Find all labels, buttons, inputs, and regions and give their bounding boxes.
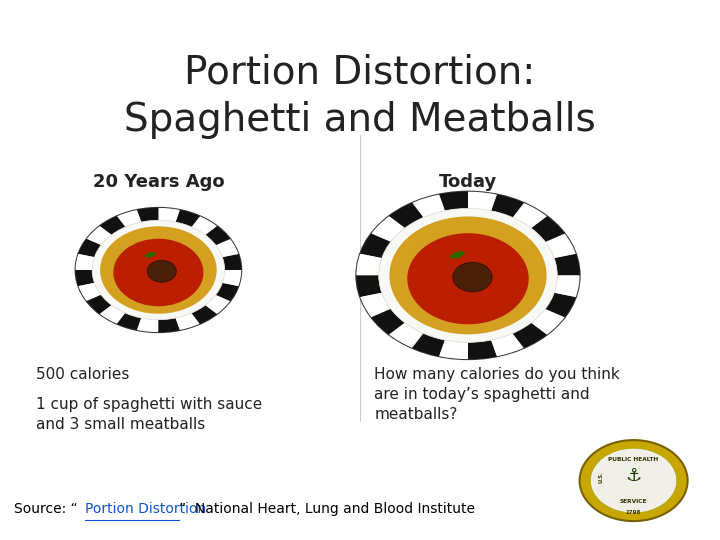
Circle shape [113,239,204,306]
Text: PUBLIC HEALTH: PUBLIC HEALTH [608,457,659,462]
Circle shape [356,192,580,359]
Wedge shape [360,293,391,317]
Wedge shape [117,210,141,227]
Wedge shape [176,210,200,227]
Circle shape [580,440,688,521]
Circle shape [453,262,492,292]
Wedge shape [86,226,112,245]
Wedge shape [216,283,238,301]
Circle shape [100,226,217,314]
Ellipse shape [450,251,465,259]
Text: Portion Distortion: Portion Distortion [85,502,206,516]
Wedge shape [531,216,564,242]
Wedge shape [117,313,141,330]
Wedge shape [78,283,101,301]
Text: 1 cup of spaghetti with sauce
and 3 small meatballs: 1 cup of spaghetti with sauce and 3 smal… [36,397,262,431]
Text: ”  National Heart, Lung and Blood Institute: ” National Heart, Lung and Blood Institu… [179,502,474,516]
Text: 500 calories: 500 calories [36,367,130,382]
Wedge shape [389,323,423,348]
Wedge shape [137,318,158,332]
Wedge shape [100,216,125,235]
Text: SERVICE: SERVICE [620,499,647,504]
Wedge shape [158,318,180,332]
Circle shape [92,220,225,320]
Wedge shape [554,275,580,297]
Wedge shape [86,295,112,314]
Wedge shape [78,239,101,257]
Wedge shape [389,203,423,228]
Wedge shape [192,216,217,235]
Wedge shape [76,254,94,270]
Wedge shape [158,208,180,222]
Wedge shape [439,192,468,211]
Wedge shape [205,295,230,314]
Wedge shape [545,293,576,318]
Circle shape [379,208,557,342]
Circle shape [408,233,528,325]
Wedge shape [372,216,405,242]
Circle shape [590,448,677,513]
Wedge shape [531,309,564,335]
Wedge shape [468,340,497,359]
Text: 1798: 1798 [626,510,642,515]
Wedge shape [222,270,241,286]
Text: Source: “: Source: “ [14,502,78,516]
Wedge shape [192,305,217,324]
Wedge shape [372,309,405,335]
Wedge shape [554,254,580,275]
Text: Today: Today [439,173,497,191]
Wedge shape [468,192,497,211]
Wedge shape [356,275,382,297]
Text: 20 Years Ago: 20 Years Ago [93,173,224,191]
Circle shape [147,260,176,282]
Wedge shape [513,323,547,348]
Wedge shape [491,194,524,218]
Wedge shape [137,208,158,222]
Circle shape [390,217,546,334]
Text: How many calories do you think
are in today’s spaghetti and
meatballs?: How many calories do you think are in to… [374,367,620,422]
Wedge shape [356,254,382,275]
Wedge shape [360,233,391,258]
Text: U.S.: U.S. [599,470,603,483]
Wedge shape [216,239,238,257]
Wedge shape [513,203,547,228]
Wedge shape [176,313,200,330]
Wedge shape [222,254,241,270]
Wedge shape [439,340,468,359]
Wedge shape [491,333,524,356]
Ellipse shape [145,252,156,258]
Circle shape [76,208,241,332]
Text: Portion Distortion:
Spaghetti and Meatballs: Portion Distortion: Spaghetti and Meatba… [124,54,596,139]
Wedge shape [412,333,445,356]
Text: ⚓: ⚓ [626,467,642,485]
Wedge shape [545,233,576,258]
Wedge shape [100,305,125,324]
Wedge shape [205,226,230,245]
Wedge shape [76,270,94,286]
Wedge shape [412,194,445,218]
